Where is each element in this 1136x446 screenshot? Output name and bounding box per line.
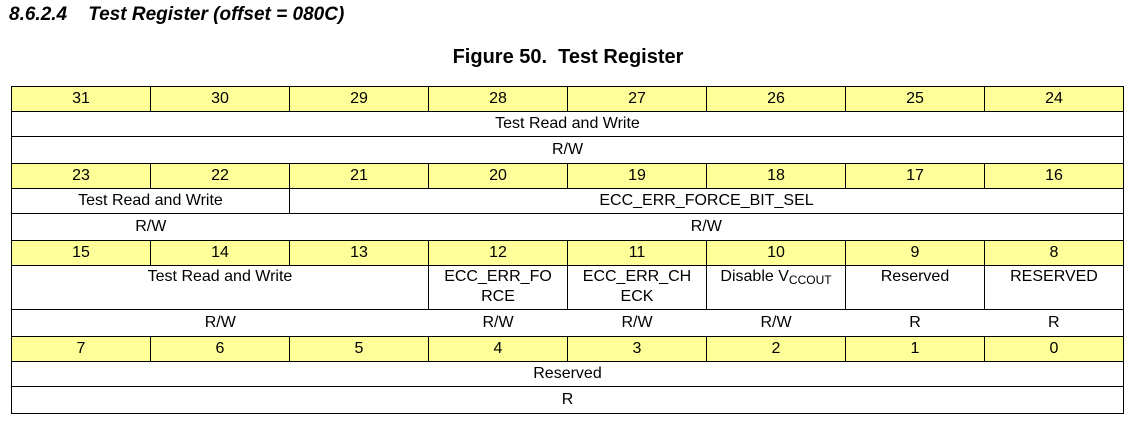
bit-number: 30 <box>150 86 290 112</box>
field-name: Test Read and Write <box>11 111 1124 137</box>
access-row: R <box>11 386 1124 414</box>
bit-number: 7 <box>11 336 151 362</box>
field-name-row: Test Read and Write ECC_ERR_FORCE_BIT_SE… <box>11 188 1124 214</box>
bit-number-row: 7 6 5 4 3 2 1 0 <box>11 336 1124 362</box>
access-type: R <box>845 309 985 337</box>
bit-number: 9 <box>845 240 985 266</box>
bit-number: 17 <box>845 163 985 189</box>
bit-number: 23 <box>11 163 151 189</box>
field-name-row: Reserved <box>11 361 1124 387</box>
bit-number-row: 31 30 29 28 27 26 25 24 <box>11 86 1124 112</box>
access-type: R/W <box>289 213 1124 241</box>
bit-number: 25 <box>845 86 985 112</box>
bit-number: 19 <box>567 163 707 189</box>
bit-number: 5 <box>289 336 429 362</box>
field-name: ECC_ERR_FO RCE <box>428 265 568 310</box>
access-type: R/W <box>567 309 707 337</box>
bit-number: 24 <box>984 86 1124 112</box>
field-name-row: Test Read and Write <box>11 111 1124 137</box>
access-type: R <box>11 386 1124 414</box>
bit-number: 11 <box>567 240 707 266</box>
bit-number-row: 23 22 21 20 19 18 17 16 <box>11 163 1124 189</box>
bit-number: 31 <box>11 86 151 112</box>
bit-number: 1 <box>845 336 985 362</box>
field-name-disable-vccout: Disable VCCOUT <box>706 265 846 310</box>
bit-number: 15 <box>11 240 151 266</box>
bit-number: 22 <box>150 163 290 189</box>
field-name: Reserved <box>845 265 985 310</box>
field-name-text: Disable V <box>720 268 789 285</box>
access-row: R/W R/W R/W R/W R R <box>11 309 1124 337</box>
access-type: R <box>984 309 1124 337</box>
field-name-subscript: CCOUT <box>788 273 832 287</box>
access-row: R/W <box>11 136 1124 164</box>
field-name-row: Test Read and Write ECC_ERR_FO RCE ECC_E… <box>11 265 1124 310</box>
register-table: 31 30 29 28 27 26 25 24 Test Read and Wr… <box>11 86 1124 414</box>
bit-number: 2 <box>706 336 846 362</box>
bit-number: 21 <box>289 163 429 189</box>
field-name: Test Read and Write <box>11 188 290 214</box>
bit-number: 20 <box>428 163 568 189</box>
bit-number: 28 <box>428 86 568 112</box>
field-name: ECC_ERR_FORCE_BIT_SEL <box>289 188 1124 214</box>
field-name: Test Read and Write <box>11 265 429 310</box>
access-row: R/W R/W <box>11 213 1124 241</box>
bit-number: 10 <box>706 240 846 266</box>
bit-number: 26 <box>706 86 846 112</box>
bit-number: 6 <box>150 336 290 362</box>
bit-number: 8 <box>984 240 1124 266</box>
bit-number: 29 <box>289 86 429 112</box>
access-type: R/W <box>11 136 1124 164</box>
field-name: RESERVED <box>984 265 1124 310</box>
bit-number: 14 <box>150 240 290 266</box>
bit-number: 13 <box>289 240 429 266</box>
bit-number: 3 <box>567 336 707 362</box>
bit-number: 18 <box>706 163 846 189</box>
access-type: R/W <box>706 309 846 337</box>
bit-number: 27 <box>567 86 707 112</box>
bit-number: 4 <box>428 336 568 362</box>
access-type: R/W <box>11 309 429 337</box>
access-type: R/W <box>428 309 568 337</box>
bit-number: 12 <box>428 240 568 266</box>
section-title: 8.6.2.4 Test Register (offset = 080C) <box>9 4 345 25</box>
bit-number: 0 <box>984 336 1124 362</box>
bit-number: 16 <box>984 163 1124 189</box>
bit-number-row: 15 14 13 12 11 10 9 8 <box>11 240 1124 266</box>
figure-title: Figure 50. Test Register <box>452 46 684 68</box>
field-name: ECC_ERR_CH ECK <box>567 265 707 310</box>
access-type: R/W <box>11 213 290 241</box>
field-name: Reserved <box>11 361 1124 387</box>
